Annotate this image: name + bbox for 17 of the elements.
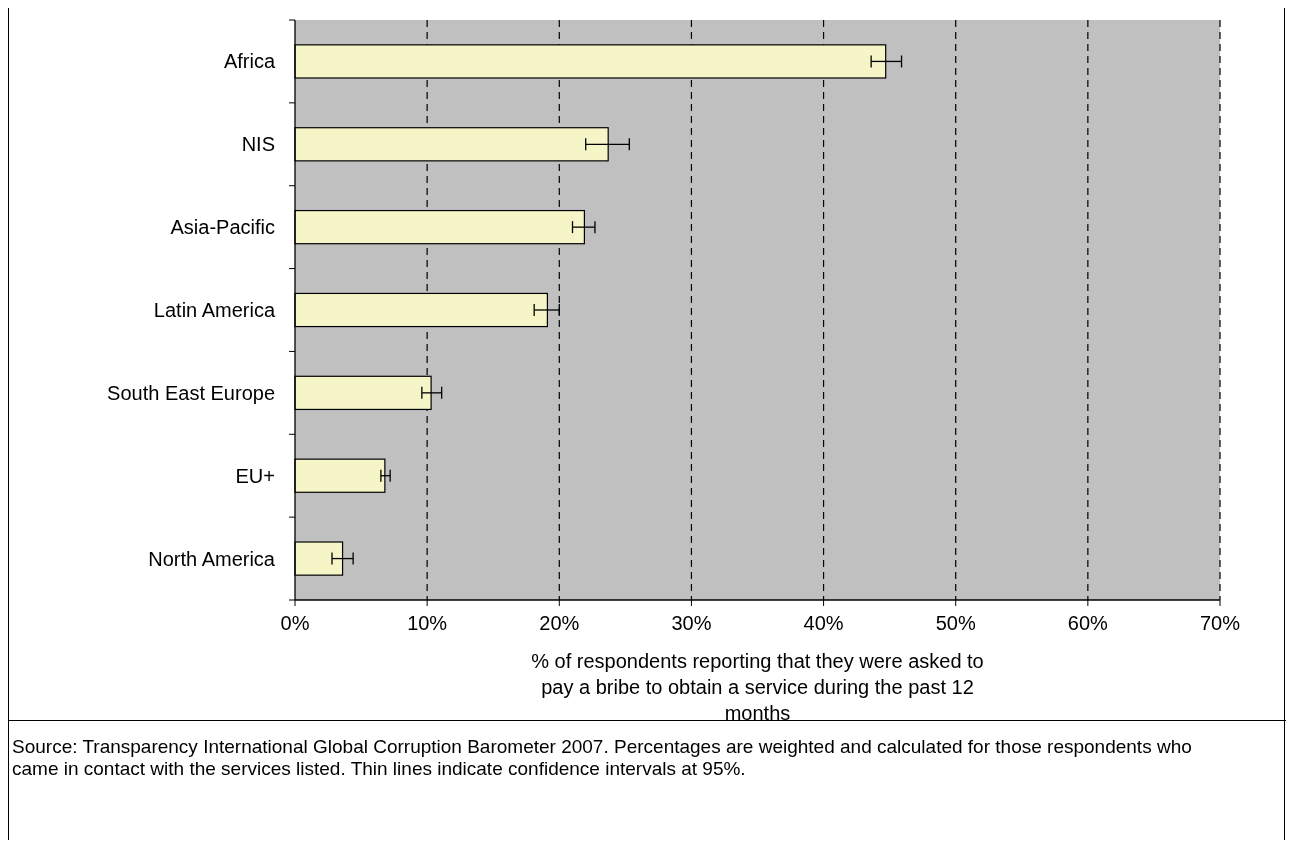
y-tick-label: Latin America — [153, 299, 276, 321]
x-tick-label: 70% — [1199, 612, 1241, 634]
x-axis-title: % of respondents reporting that they were asked to pay a bribe to obtain a service during the past 12 months — [530, 649, 985, 726]
x-tick-label: 20% — [539, 612, 580, 634]
y-tick-label: EU+ — [235, 464, 275, 487]
x-tick-label: 50% — [935, 612, 976, 634]
y-tick-label: Asia-Pacific — [170, 216, 275, 239]
y-tick-label: South East Europe — [107, 381, 275, 404]
y-tick-label: Africa — [223, 50, 276, 73]
x-tick-label: 30% — [671, 612, 712, 634]
y-tick-label: North America — [148, 547, 276, 570]
x-tick-label: 60% — [1067, 612, 1109, 634]
source-note: Source: Transparency International Global Corruption Barometer 2007. Percentages are weighted and calculated for those respondents who came in contact with the services listed. Thin lines indicate confidence intervals at 95%. — [12, 736, 1193, 780]
y-tick-label: NIS — [241, 133, 275, 156]
x-tick-label: 10% — [407, 612, 448, 634]
x-tick-label: 40% — [803, 612, 844, 634]
x-tick-label: 0% — [280, 612, 310, 634]
